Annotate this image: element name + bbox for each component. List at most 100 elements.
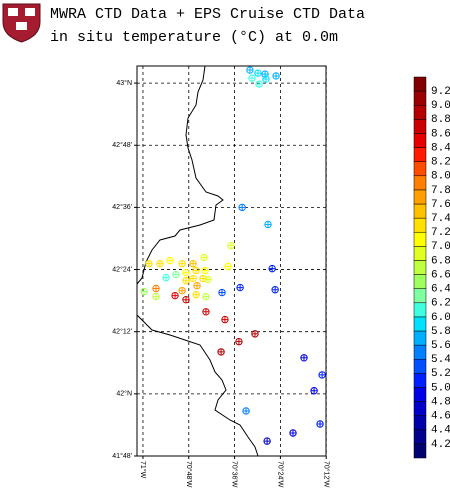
station-marker — [318, 371, 326, 379]
station-marker — [217, 348, 225, 356]
chart-subtitle: in situ temperature (°C) at 0.0m — [50, 29, 338, 46]
station-marker — [182, 295, 190, 304]
station-marker — [254, 69, 262, 77]
station-marker — [235, 337, 243, 346]
colorbar-box — [413, 133, 427, 148]
station-marker — [271, 286, 279, 294]
station-marker — [200, 253, 208, 262]
colorbar-label: 6.6 — [431, 269, 450, 281]
colorbar-box — [413, 429, 427, 445]
colorbar-box — [413, 316, 427, 332]
station-marker — [262, 75, 270, 83]
colorbar-box — [413, 175, 427, 191]
y-tick-label: 41°48' — [112, 452, 132, 460]
colorbar-box — [413, 373, 427, 388]
y-tick-label: 42°N — [116, 390, 132, 398]
station-marker — [202, 292, 210, 301]
colorbar-label: 6.8 — [431, 255, 450, 267]
chart-title: MWRA CTD Data + EPS Cruise CTD Data — [50, 6, 365, 23]
x-tick-label: 70°36'W — [231, 461, 239, 488]
station-marker — [204, 275, 212, 284]
colorbar-label: 4.6 — [431, 411, 450, 423]
colorbar-label: 7.2 — [431, 227, 450, 239]
station-marker — [162, 273, 170, 282]
colorbar-box — [413, 260, 427, 275]
x-tick-label: 71°W — [139, 461, 147, 479]
x-tick-label: 70°48'W — [185, 461, 193, 488]
station-marker — [272, 72, 280, 80]
station-marker — [263, 437, 271, 445]
colorbar-label: 7.4 — [431, 213, 450, 225]
station-marker — [242, 407, 250, 415]
y-tick-label: 42°12' — [112, 328, 132, 336]
colorbar-box — [413, 119, 427, 134]
station-marker — [145, 259, 153, 268]
colorbar-box — [413, 189, 427, 205]
station-marker — [178, 286, 186, 295]
station-marker — [193, 282, 201, 290]
coastline — [136, 65, 259, 457]
colorbar-label: 7.0 — [431, 241, 450, 253]
colorbar-label: 5.0 — [431, 382, 450, 394]
colorbar-label: 8.2 — [431, 157, 450, 169]
colorbar-label: 8.4 — [431, 142, 450, 154]
colorbar-box — [413, 344, 427, 360]
colorbar-box — [413, 288, 427, 304]
colorbar-label: 4.8 — [431, 396, 450, 408]
colorbar-box — [413, 443, 427, 459]
station-marker — [189, 259, 197, 268]
station-marker — [192, 266, 200, 275]
colorbar-box — [413, 161, 427, 177]
colorbar-label: 8.6 — [431, 128, 450, 140]
station-marker — [140, 287, 148, 296]
station-marker — [171, 291, 179, 300]
colorbar-label: 8.0 — [431, 171, 450, 183]
station-marker — [255, 80, 263, 88]
colorbar-label: 6.0 — [431, 312, 450, 324]
colorbar-box — [413, 274, 427, 289]
colorbar-label: 5.8 — [431, 326, 450, 338]
y-tick-label: 43°N — [116, 79, 132, 87]
station-marker — [261, 70, 269, 78]
station-marker — [156, 259, 164, 268]
station-marker — [289, 429, 297, 437]
station-marker — [268, 264, 276, 273]
station-marker — [300, 354, 308, 362]
y-tick-label: 42°36' — [112, 203, 132, 211]
station-marker — [178, 259, 186, 268]
station-marker — [264, 220, 272, 229]
station-marker — [310, 387, 318, 395]
station-marker — [218, 288, 226, 297]
colorbar-box — [413, 76, 427, 92]
colorbar-box — [413, 358, 427, 374]
x-tick-label: 70°24'W — [277, 461, 285, 488]
station-marker — [172, 270, 180, 279]
colorbar-box — [413, 217, 427, 233]
logo — [2, 3, 41, 43]
colorbar-box — [413, 415, 427, 431]
station-marker — [152, 284, 160, 293]
colorbar-box — [413, 147, 427, 162]
map-frame — [136, 65, 327, 457]
colorbar-label: 4.2 — [431, 439, 450, 451]
colorbar-label: 7.8 — [431, 185, 450, 197]
colorbar-label: 7.6 — [431, 199, 450, 211]
y-tick-label: 42°48' — [112, 141, 132, 149]
station-marker — [236, 283, 244, 292]
station-marker — [227, 241, 235, 250]
colorbar-box — [413, 302, 427, 318]
colorbar-label: 5.4 — [431, 354, 450, 366]
station-marker — [201, 266, 209, 275]
station-marker — [152, 292, 160, 301]
colorbar-box — [413, 203, 427, 219]
station-marker — [182, 268, 190, 277]
station-marker — [248, 74, 256, 82]
colorbar-label: 6.4 — [431, 284, 450, 296]
colorbar-label: 9.2 — [431, 86, 450, 98]
x-tick-label: 70°12'W — [322, 461, 330, 488]
station-marker — [189, 274, 197, 283]
colorbar-label: 4.4 — [431, 425, 450, 437]
colorbar-box — [413, 231, 427, 247]
